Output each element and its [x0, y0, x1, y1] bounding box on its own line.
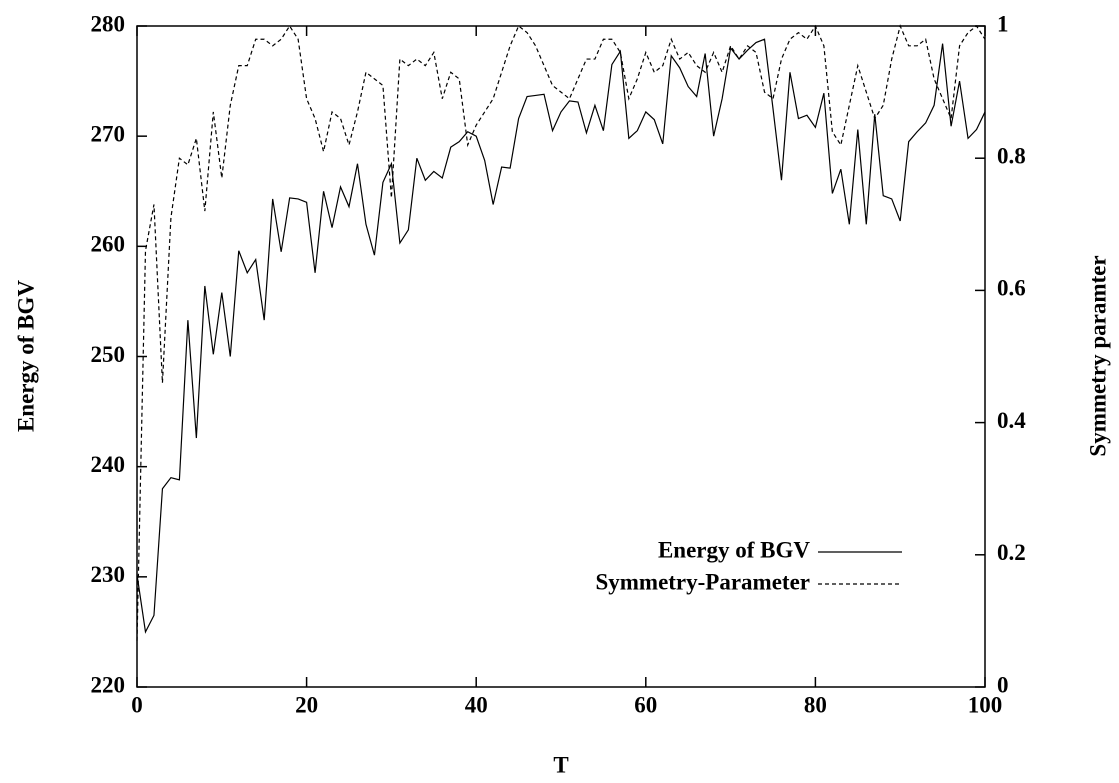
y2-tick-label: 0: [997, 672, 1009, 697]
y2-tick-label: 0.6: [997, 276, 1026, 301]
y-tick-label: 250: [91, 342, 126, 367]
y-tick-label: 220: [91, 672, 126, 697]
y-tick-label: 240: [91, 452, 126, 477]
x-tick-label: 0: [131, 692, 143, 717]
x-tick-label: 20: [295, 692, 318, 717]
legend-label: Symmetry-Parameter: [595, 569, 810, 594]
x-tick-label: 100: [968, 692, 1003, 717]
y2-tick-label: 0.4: [997, 408, 1026, 433]
y-tick-label: 270: [91, 121, 126, 146]
x-axis-label: T: [553, 752, 568, 777]
x-tick-label: 80: [804, 692, 827, 717]
series-line: [136, 38, 986, 634]
y2-tick-label: 0.8: [997, 143, 1026, 168]
series-line: [136, 24, 986, 641]
y2-tick-label: 1: [997, 11, 1009, 36]
y2-tick-label: 0.2: [997, 540, 1026, 565]
x-tick-label: 40: [465, 692, 488, 717]
y-axis-label: Energy of BGV: [13, 280, 38, 432]
y2-axis-label: Symmetry paramter: [1085, 255, 1110, 456]
legend-label: Energy of BGV: [658, 537, 810, 562]
plot-frame: [136, 25, 986, 688]
y-tick-label: 260: [91, 232, 126, 257]
y-tick-label: 280: [91, 11, 126, 36]
y-tick-label: 230: [91, 562, 126, 587]
x-tick-label: 60: [634, 692, 657, 717]
